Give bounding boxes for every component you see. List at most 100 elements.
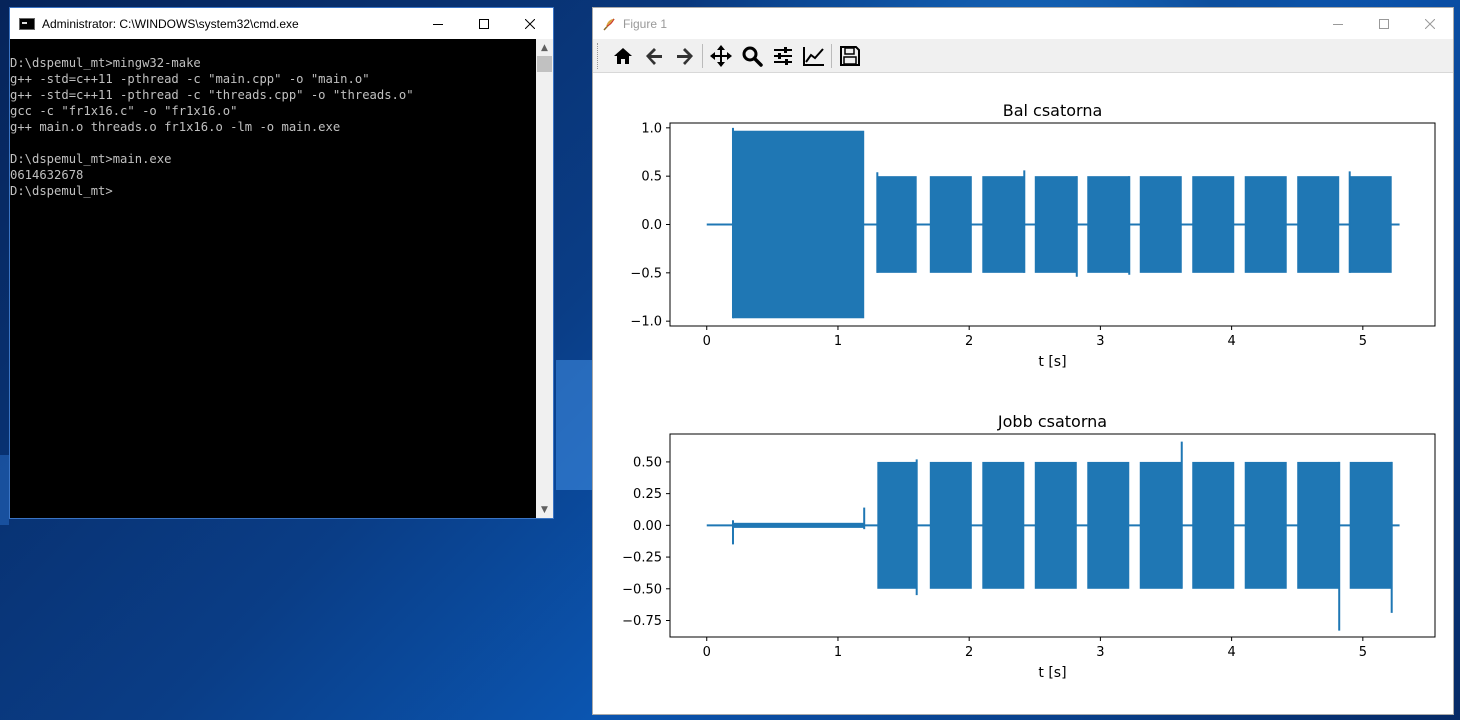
x-tick-label: 3: [1096, 334, 1104, 349]
zoom-button[interactable]: [736, 41, 767, 71]
forward-icon: [676, 47, 693, 65]
toolbar-separator: [831, 43, 832, 68]
y-tick-label: −1.0: [630, 315, 662, 330]
signal-burst: [1139, 461, 1182, 589]
signal-burst: [1087, 176, 1130, 273]
y-tick-label: 0.0: [641, 218, 662, 233]
x-tick-label: 2: [965, 334, 973, 349]
x-tick-label: 4: [1227, 645, 1235, 660]
signal-burst: [1192, 461, 1235, 589]
y-tick-label: 1.0: [641, 121, 662, 136]
y-tick-label: 0.00: [633, 519, 662, 534]
close-button[interactable]: [1407, 8, 1453, 39]
signal-burst: [1244, 461, 1287, 589]
signal-burst: [1034, 461, 1077, 589]
console-line: g++ -std=c++11 -pthread -c "main.cpp" -o…: [10, 72, 370, 86]
x-tick-label: 1: [834, 645, 842, 660]
minimize-button[interactable]: [1315, 8, 1361, 39]
y-tick-label: 0.5: [641, 170, 662, 185]
forward-button[interactable]: [669, 41, 700, 71]
signal-burst: [1192, 176, 1235, 273]
x-axis-label: t [s]: [1038, 354, 1066, 370]
chart-title: Bal csatorna: [1003, 101, 1103, 120]
home-button[interactable]: [607, 41, 638, 71]
subplots-icon: [773, 46, 792, 65]
y-tick-label: −0.5: [630, 266, 662, 281]
subplots-button[interactable]: [767, 41, 798, 71]
signal-burst: [732, 522, 865, 528]
x-tick-label: 2: [965, 645, 973, 660]
y-tick-label: 0.25: [633, 487, 662, 502]
close-icon: [1425, 18, 1435, 29]
chart-bal-csatorna: 0 1 2 3 4 5 −1.0 −0.5 0.0 0.5 1.0 Bal csatorna t [s]: [630, 101, 1436, 370]
minimize-button[interactable]: [415, 8, 461, 39]
back-icon: [645, 47, 662, 65]
console-line: g++ main.o threads.o fr1x16.o -lm -o mai…: [10, 120, 341, 134]
close-button[interactable]: [507, 8, 553, 39]
x-tick-label: 3: [1096, 645, 1104, 660]
y-tick-label: −0.50: [622, 582, 662, 597]
save-button[interactable]: [834, 41, 865, 71]
x-tick-label: 5: [1359, 334, 1367, 349]
figure-window-title: Figure 1: [623, 16, 668, 31]
signal-burst: [982, 461, 1025, 589]
cmd-app-icon: [19, 17, 35, 30]
signal-burst: [1139, 176, 1182, 273]
toolbar-separator: [702, 43, 703, 68]
y-tick-label: −0.25: [622, 551, 662, 566]
y-tick-label: −0.75: [622, 614, 662, 629]
x-axis-label: t [s]: [1038, 665, 1066, 681]
desktop-light-beam: [556, 360, 596, 490]
minimize-icon: [1333, 23, 1343, 25]
signal-burst: [1034, 176, 1077, 273]
edit-axes-button[interactable]: [798, 41, 829, 71]
x-tick-label: 0: [703, 334, 711, 349]
x-tick-label: 0: [703, 645, 711, 660]
figure-canvas[interactable]: 0 1 2 3 4 5 −1.0 −0.5 0.0 0.5 1.0 Bal csatorna t [s]…: [593, 72, 1453, 714]
home-icon: [613, 47, 632, 64]
edit-axes-icon: [802, 46, 824, 66]
navigation-toolbar: [593, 39, 1453, 73]
x-tick-label: 5: [1359, 645, 1367, 660]
toolbar-grip: [597, 42, 601, 69]
cmd-titlebar[interactable]: Administrator: C:\WINDOWS\system32\cmd.e…: [10, 8, 553, 39]
console-line: D:\dspemul_mt>: [10, 184, 113, 198]
signal-burst: [1297, 461, 1340, 589]
console-line: D:\dspemul_mt>mingw32-make: [10, 56, 201, 70]
figure-titlebar[interactable]: Figure 1: [593, 8, 1453, 39]
console-line: gcc -c "fr1x16.c" -o "fr1x16.o": [10, 104, 238, 118]
signal-burst: [1244, 176, 1287, 273]
cmd-window[interactable]: Administrator: C:\WINDOWS\system32\cmd.e…: [9, 7, 554, 519]
figure-window[interactable]: Figure 1: [592, 7, 1454, 715]
console-output[interactable]: D:\dspemul_mt>mingw32-make g++ -std=c++11…: [10, 39, 536, 518]
console-line: [10, 135, 536, 151]
back-button[interactable]: [638, 41, 669, 71]
signal-burst: [929, 461, 972, 589]
signal-burst: [929, 176, 972, 273]
feather-icon: [603, 17, 615, 31]
pan-button[interactable]: [705, 41, 736, 71]
maximize-button[interactable]: [1361, 8, 1407, 39]
maximize-icon: [479, 18, 489, 29]
scroll-up-icon[interactable]: ▲: [541, 42, 548, 53]
plot-area: 0 1 2 3 4 5 −1.0 −0.5 0.0 0.5 1.0 Bal csatorna t [s]…: [622, 101, 1436, 681]
signal-burst: [1349, 461, 1392, 589]
console-line: D:\dspemul_mt>main.exe: [10, 152, 172, 166]
console-line: g++ -std=c++11 -pthread -c "threads.cpp"…: [10, 88, 414, 102]
x-tick-label: 4: [1227, 334, 1235, 349]
desktop-light-beam: [0, 455, 9, 525]
maximize-button[interactable]: [461, 8, 507, 39]
scroll-down-icon[interactable]: ▼: [541, 504, 548, 515]
signal-burst: [1087, 461, 1130, 589]
minimize-icon: [433, 23, 443, 25]
chart-title: Jobb csatorna: [997, 412, 1107, 431]
vertical-scrollbar[interactable]: ▲ ▼: [536, 39, 553, 518]
x-tick-label: 1: [834, 334, 842, 349]
y-tick-label: 0.50: [633, 455, 662, 470]
signal-burst: [877, 176, 917, 273]
signal-burst: [877, 461, 917, 589]
signal-burst: [1297, 176, 1340, 273]
scrollbar-thumb[interactable]: [537, 56, 552, 72]
signal-burst: [732, 130, 865, 319]
console-line: 0614632678: [10, 168, 84, 182]
